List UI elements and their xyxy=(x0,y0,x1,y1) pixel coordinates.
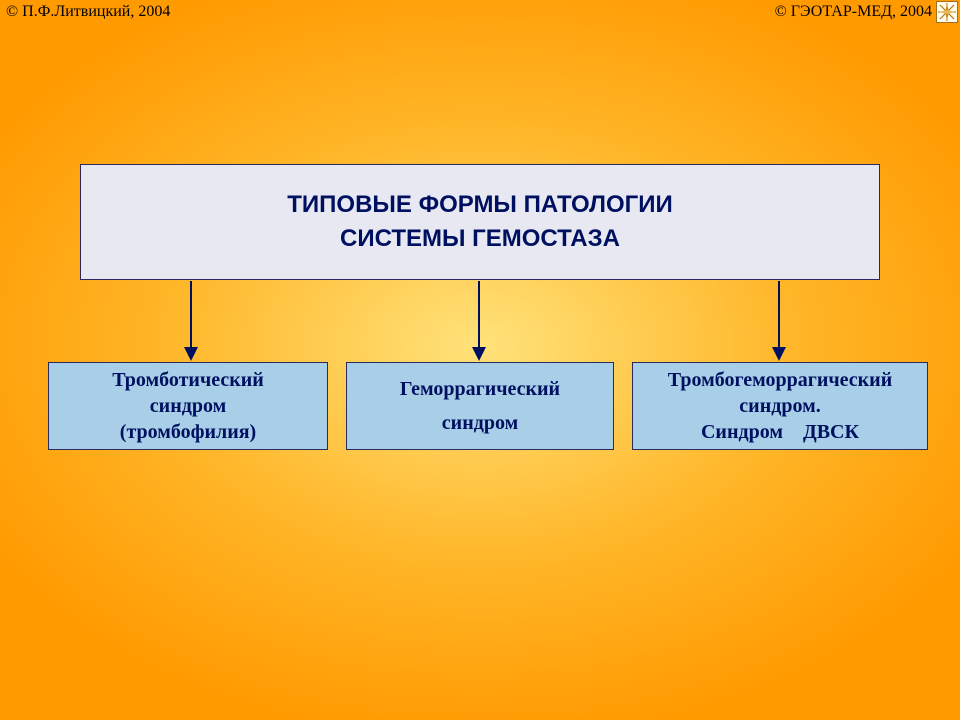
copyright-left: © П.Ф.Литвицкий, 2004 xyxy=(6,3,170,21)
arrow-to-hemorrhagic xyxy=(478,281,480,361)
box-thrombohemorrhagic-line2: синдром. xyxy=(739,393,820,419)
arrow-to-thrombohemorrhagic xyxy=(778,281,780,361)
title-line-1: ТИПОВЫЕ ФОРМЫ ПАТОЛОГИИ xyxy=(287,191,672,219)
arrow-to-thrombotic xyxy=(190,281,192,361)
box-thrombohemorrhagic-line3: Синдром ДВСК xyxy=(701,419,859,445)
slide-root: © П.Ф.Литвицкий, 2004 © ГЭОТАР-МЕД, 2004… xyxy=(0,0,960,720)
compass-icon xyxy=(936,1,958,23)
box-thrombohemorrhagic: Тромбогеморрагический синдром. Синдром Д… xyxy=(632,362,928,450)
title-line-2: СИСТЕМЫ ГЕМОСТАЗА xyxy=(340,225,620,253)
box-thrombohemorrhagic-line1: Тромбогеморрагический xyxy=(668,367,892,393)
box-hemorrhagic-line1: Геморрагический xyxy=(400,376,560,402)
title-box: ТИПОВЫЕ ФОРМЫ ПАТОЛОГИИ СИСТЕМЫ ГЕМОСТАЗ… xyxy=(80,164,880,280)
box-thrombotic-line1: Тромботический xyxy=(112,367,264,393)
box-hemorrhagic-line2: синдром xyxy=(442,410,518,436)
box-thrombotic-line3: (тромбофилия) xyxy=(120,419,256,445)
box-thrombotic: Тромботический синдром (тромбофилия) xyxy=(48,362,328,450)
box-thrombotic-line2: синдром xyxy=(150,393,226,419)
box-hemorrhagic: Геморрагический синдром xyxy=(346,362,614,450)
copyright-right: © ГЭОТАР-МЕД, 2004 xyxy=(775,3,932,21)
